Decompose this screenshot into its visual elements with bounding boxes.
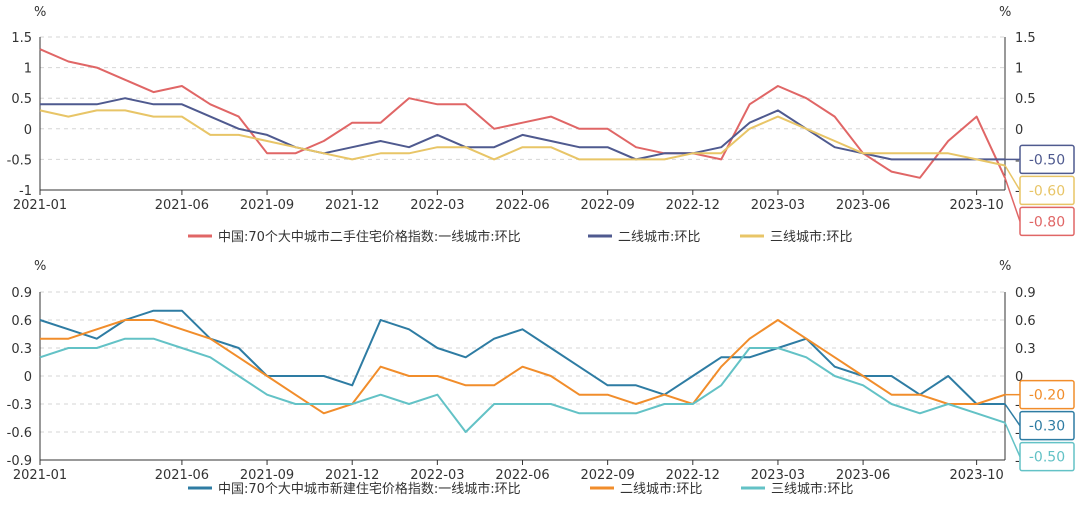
end-label-box xyxy=(1019,175,1075,206)
y-unit-left: % xyxy=(34,259,46,274)
y-tick-label-right: 0 xyxy=(1015,123,1023,138)
y-tick-label-left: 0 xyxy=(24,370,32,385)
y-tick-label-right: 0.9 xyxy=(1015,286,1036,301)
x-tick-label: 2022-12 xyxy=(666,468,720,483)
x-tick-label: 2023-03 xyxy=(751,198,805,213)
end-label-box xyxy=(1019,206,1075,237)
legend-label: 三线城市:环比 xyxy=(771,481,853,497)
x-tick-label: 2021-09 xyxy=(240,468,294,483)
x-tick-label: 2021-12 xyxy=(325,468,379,483)
y-tick-label-left: -0.6 xyxy=(7,426,32,441)
series-line-3 xyxy=(39,337,1006,433)
x-tick-label: 2021-06 xyxy=(155,198,209,213)
end-label-leader xyxy=(1004,165,1021,191)
end-label-value: -0.50 xyxy=(1029,152,1065,168)
y-unit-left: % xyxy=(34,5,46,20)
y-tick-label-left: -0.3 xyxy=(7,398,32,413)
x-tick-label: 2021-01 xyxy=(13,198,67,213)
end-label-box xyxy=(1019,379,1075,410)
y-tick-label-left: 0.9 xyxy=(11,286,32,301)
x-tick-label: 2021-12 xyxy=(325,198,379,213)
x-tick-label: 2022-03 xyxy=(410,468,464,483)
x-tick-label: 2021-06 xyxy=(155,468,209,483)
series-line-2 xyxy=(40,97,1005,161)
x-tick-label: 2023-10 xyxy=(949,198,1003,213)
x-tick-label: 2022-06 xyxy=(495,468,549,483)
end-label-leader xyxy=(1004,177,1021,222)
x-tick-label: 2023-03 xyxy=(751,468,805,483)
y-tick-label-left: -0.5 xyxy=(7,153,32,168)
y-tick-label-right: 1.5 xyxy=(1015,31,1036,46)
x-tick-label: 2023-10 xyxy=(949,468,1003,483)
y-tick-label-left: -1 xyxy=(19,184,32,199)
y-unit-right: % xyxy=(999,259,1011,274)
x-tick-label: 2022-12 xyxy=(666,198,720,213)
y-tick-label-right: 0.3 xyxy=(1015,342,1036,357)
x-tick-label: 2021-09 xyxy=(240,198,294,213)
y-tick-label-left: 0.6 xyxy=(11,314,32,329)
x-tick-label: 2022-09 xyxy=(580,198,634,213)
y-tick-label-right: 0 xyxy=(1015,370,1023,385)
y-unit-right: % xyxy=(999,5,1011,20)
series-line-1 xyxy=(39,48,1006,179)
y-tick-label-right: 0.6 xyxy=(1015,314,1036,329)
end-label-value: -0.30 xyxy=(1029,419,1065,435)
y-tick-label-left: 0.5 xyxy=(11,92,32,107)
end-label-value: -0.60 xyxy=(1029,183,1065,199)
x-tick-label: 2023-06 xyxy=(836,198,890,213)
end-label-value: -0.50 xyxy=(1029,450,1065,466)
end-label-value: -0.80 xyxy=(1029,214,1065,230)
legend-label: 二线城市:环比 xyxy=(620,481,702,497)
x-tick-label: 2022-09 xyxy=(580,468,634,483)
legend-label: 中国:70个大中城市新建住宅价格指数:一线城市:环比 xyxy=(218,481,521,497)
y-tick-label-left: 1 xyxy=(24,62,32,77)
y-tick-label-left: -0.9 xyxy=(7,454,32,469)
y-tick-label-left: 0 xyxy=(24,123,32,138)
x-tick-label: 2023-06 xyxy=(836,468,890,483)
y-tick-label-left: 1.5 xyxy=(11,31,32,46)
series-line-1 xyxy=(39,309,1005,405)
x-tick-label: 2022-06 xyxy=(495,198,549,213)
y-tick-label-right: 0.5 xyxy=(1015,92,1036,107)
end-label-box xyxy=(1019,144,1075,175)
legend-label: 二线城市:环比 xyxy=(618,229,700,245)
series-line-2 xyxy=(40,319,1006,415)
end-label-value: -0.20 xyxy=(1029,388,1065,404)
end-label-leader xyxy=(1004,422,1021,457)
series-line-3 xyxy=(39,109,1006,167)
legend-label: 三线城市:环比 xyxy=(770,229,852,245)
end-label-box xyxy=(1019,441,1075,472)
legend-label: 中国:70个大中城市二手住宅价格指数:一线城市:环比 xyxy=(218,229,521,245)
end-label-box xyxy=(1019,410,1075,441)
x-tick-label: 2022-03 xyxy=(410,198,464,213)
y-tick-label-left: 0.3 xyxy=(11,342,32,357)
y-tick-label-right: 1 xyxy=(1015,62,1023,77)
x-tick-label: 2021-01 xyxy=(13,468,67,483)
end-label-leader xyxy=(1004,403,1021,427)
